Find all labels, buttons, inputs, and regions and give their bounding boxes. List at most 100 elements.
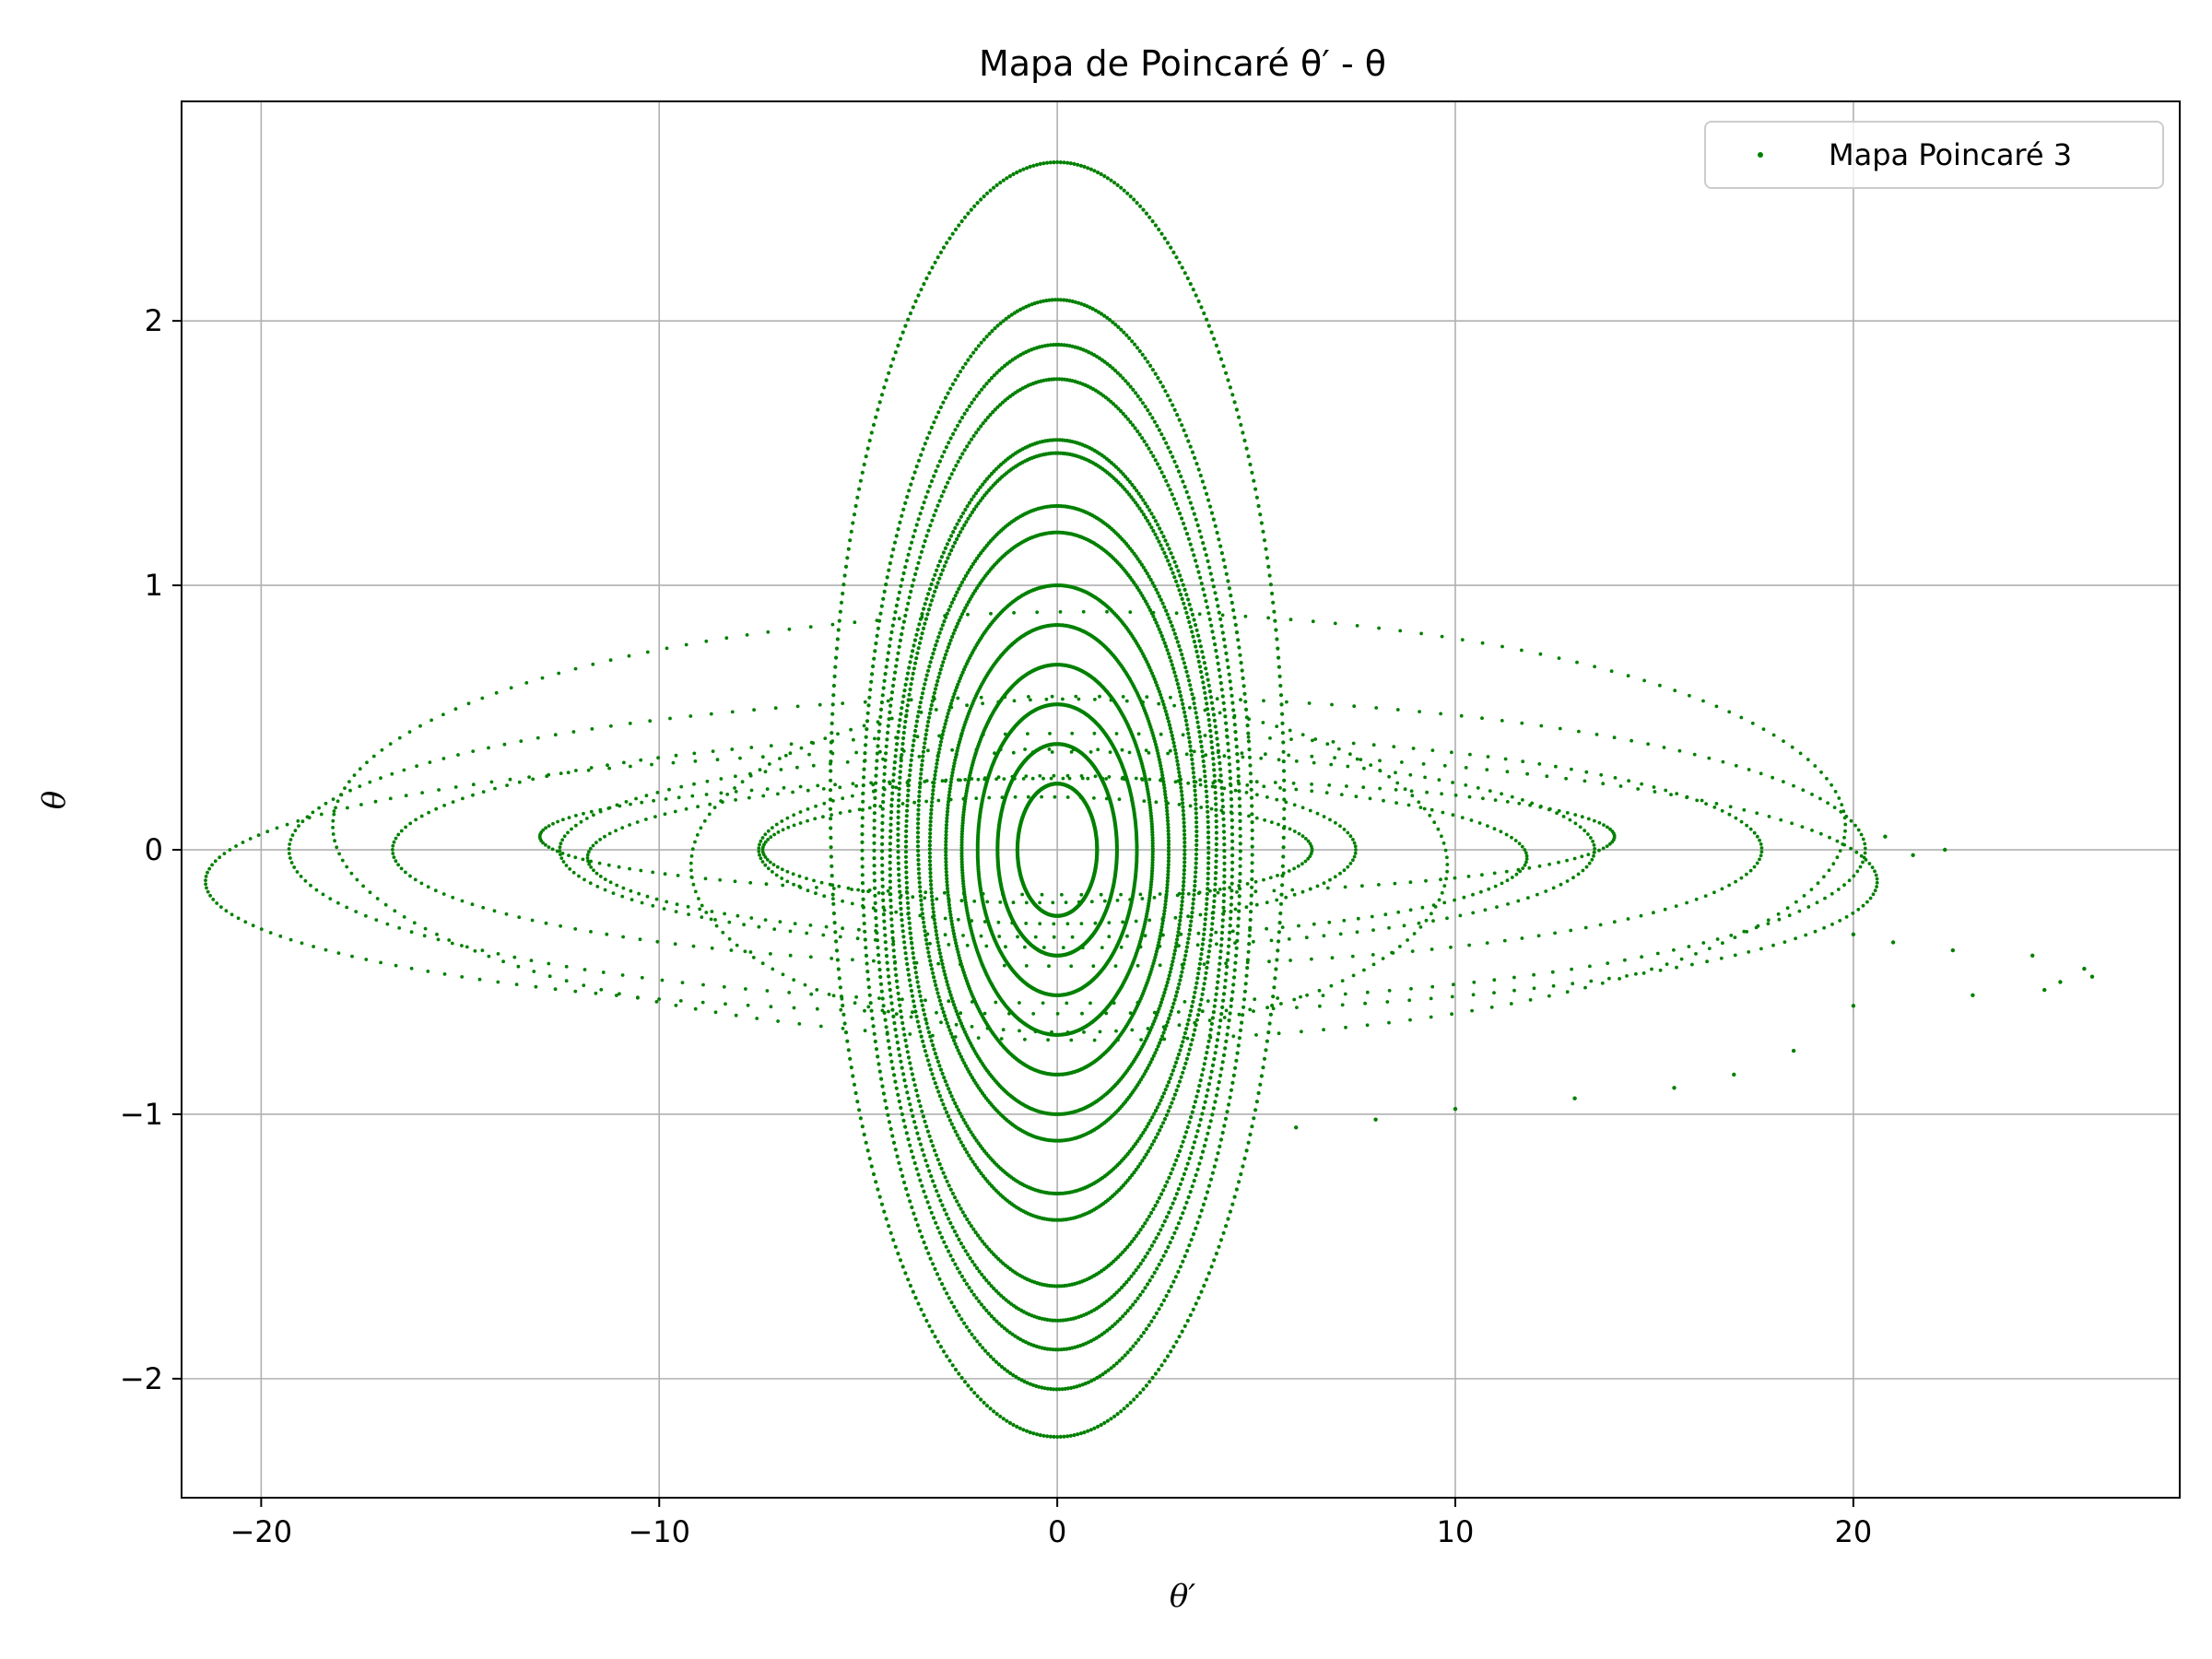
poincare-point bbox=[1206, 712, 1210, 717]
poincare-point bbox=[1128, 419, 1133, 425]
poincare-point bbox=[896, 821, 900, 826]
poincare-point bbox=[1206, 809, 1210, 814]
poincare-point bbox=[1159, 630, 1163, 635]
poincare-point bbox=[1210, 1016, 1215, 1020]
poincare-point bbox=[1196, 570, 1201, 574]
poincare-point bbox=[1233, 622, 1238, 628]
poincare-point bbox=[1180, 698, 1184, 702]
poincare-point bbox=[1170, 1100, 1174, 1105]
poincare-point bbox=[947, 1296, 951, 1300]
poincare-point bbox=[931, 784, 936, 789]
poincare-point bbox=[909, 654, 913, 659]
poincare-point bbox=[921, 626, 926, 631]
poincare-point bbox=[904, 824, 909, 829]
poincare-point bbox=[1164, 888, 1170, 894]
poincare-point bbox=[889, 797, 894, 802]
poincare-point bbox=[897, 1160, 901, 1165]
poincare-point bbox=[905, 671, 911, 676]
poincare-point bbox=[1179, 911, 1183, 915]
poincare-point bbox=[1173, 751, 1178, 756]
poincare-point bbox=[874, 415, 878, 419]
poincare-point bbox=[870, 1017, 875, 1021]
poincare-point bbox=[1151, 1206, 1156, 1212]
poincare-point bbox=[1181, 582, 1185, 587]
poincare-point bbox=[893, 1244, 898, 1249]
poincare-point bbox=[884, 751, 888, 756]
poincare-point bbox=[951, 928, 956, 933]
poincare-point bbox=[1190, 911, 1194, 915]
poincare-point bbox=[934, 642, 938, 648]
poincare-point bbox=[945, 816, 949, 820]
poincare-point bbox=[1194, 838, 1199, 843]
poincare-point bbox=[1182, 1135, 1187, 1139]
poincare-point bbox=[940, 1071, 945, 1076]
poincare-point bbox=[1232, 400, 1237, 405]
poincare-point bbox=[884, 582, 888, 587]
poincare-point bbox=[920, 1183, 924, 1188]
poincare-point bbox=[905, 798, 910, 803]
poincare-point bbox=[959, 859, 964, 865]
poincare-point bbox=[1182, 848, 1187, 853]
poincare-point bbox=[1006, 314, 1011, 319]
poincare-point bbox=[1141, 207, 1146, 212]
poincare-point bbox=[1166, 839, 1171, 843]
poincare-point bbox=[1181, 479, 1185, 484]
poincare-point bbox=[982, 1305, 986, 1310]
poincare-point bbox=[829, 769, 833, 773]
poincare-point bbox=[885, 575, 889, 580]
poincare-point bbox=[1135, 1296, 1140, 1300]
poincare-point bbox=[1238, 871, 1242, 877]
poincare-point bbox=[975, 201, 980, 206]
poincare-point bbox=[935, 936, 940, 941]
poincare-point bbox=[832, 674, 837, 679]
poincare-point bbox=[1037, 1384, 1041, 1389]
poincare-point bbox=[1217, 755, 1221, 759]
poincare-point bbox=[1115, 1412, 1120, 1417]
poincare-point bbox=[1181, 805, 1185, 809]
poincare-point bbox=[1149, 825, 1155, 830]
poincare-point bbox=[942, 1014, 947, 1018]
poincare-point bbox=[877, 1062, 881, 1066]
poincare-point bbox=[1159, 380, 1163, 384]
poincare-point bbox=[1166, 872, 1171, 877]
poincare-point bbox=[1149, 871, 1154, 877]
poincare-point bbox=[934, 769, 938, 774]
poincare-point bbox=[963, 606, 968, 610]
poincare-point bbox=[1244, 446, 1249, 451]
poincare-point bbox=[1207, 723, 1212, 728]
poincare-point bbox=[958, 1018, 962, 1023]
poincare-point bbox=[873, 795, 877, 801]
poincare-point bbox=[935, 503, 940, 508]
poincare-point bbox=[899, 906, 903, 912]
poincare-point bbox=[894, 534, 899, 538]
poincare-point bbox=[1180, 895, 1185, 900]
poincare-point bbox=[959, 1114, 964, 1119]
poincare-point bbox=[947, 1090, 952, 1095]
poincare-point bbox=[1201, 937, 1206, 942]
poincare-point bbox=[939, 1098, 944, 1102]
poincare-point bbox=[904, 870, 909, 875]
poincare-point bbox=[1167, 1288, 1171, 1294]
poincare-point bbox=[927, 430, 932, 435]
poincare-point bbox=[1190, 506, 1194, 511]
poincare-point bbox=[1201, 541, 1206, 546]
poincare-point bbox=[1194, 1226, 1198, 1230]
poincare-point bbox=[955, 536, 959, 542]
poincare-point bbox=[960, 1143, 965, 1148]
poincare-point bbox=[913, 571, 918, 577]
poincare-point bbox=[1073, 440, 1077, 444]
poincare-point bbox=[888, 841, 893, 846]
poincare-point bbox=[873, 1039, 877, 1044]
poincare-point bbox=[969, 354, 973, 359]
poincare-point bbox=[944, 1018, 948, 1022]
poincare-point bbox=[996, 1291, 1001, 1296]
poincare-point bbox=[1184, 593, 1189, 597]
poincare-point bbox=[1179, 1043, 1183, 1048]
poincare-point bbox=[849, 529, 853, 534]
poincare-point bbox=[886, 967, 890, 972]
poincare-point bbox=[1185, 276, 1190, 281]
poincare-point bbox=[872, 871, 877, 876]
poincare-point bbox=[1217, 1031, 1221, 1036]
poincare-point bbox=[949, 922, 955, 927]
